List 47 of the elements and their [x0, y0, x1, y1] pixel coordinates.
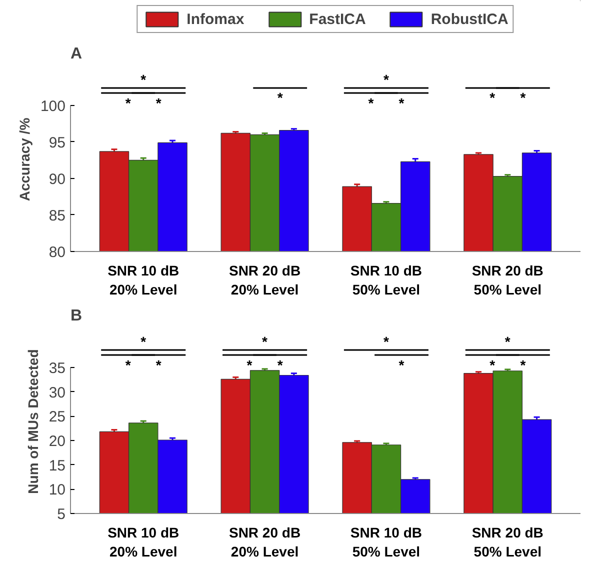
- annotation: *: [520, 90, 526, 106]
- y-tick-label: 90: [48, 170, 66, 188]
- y-tick-label: 35: [48, 360, 66, 377]
- y-tick-label: 20: [48, 432, 66, 450]
- y-tick-label: 10: [48, 482, 66, 499]
- x-tick-label: SNR 20 dB 50% Level: [472, 524, 544, 560]
- text: *: [140, 334, 147, 350]
- x-tick-label: SNR 20 dB 20% Level: [229, 262, 301, 298]
- annotation: *: [277, 90, 284, 106]
- chart-title: A: [70, 46, 82, 62]
- annotation: *: [490, 356, 496, 373]
- x-tick-label: SNR 10 dB 20% Level: [108, 262, 180, 298]
- text: *: [262, 334, 268, 350]
- y-tick-label: 15: [48, 457, 66, 474]
- x-tick-label: SNR 20 dB 50% Level: [472, 262, 544, 298]
- text: *: [504, 334, 511, 350]
- y-axis-title: Accuracy /%: [16, 117, 32, 202]
- y-axis-title: Num of MUs Detected: [24, 349, 41, 494]
- y-tick-label: 80: [48, 244, 66, 261]
- annotation: *: [277, 356, 284, 373]
- legend-label: Infomax: [186, 10, 244, 28]
- annotation: *: [398, 356, 405, 373]
- annotation: *: [398, 94, 405, 111]
- y-tick-label: 30: [48, 384, 66, 402]
- y-tick-label: 100: [40, 98, 66, 115]
- annotation: *: [520, 356, 526, 373]
- x-tick-label: SNR 10 dB 50% Level: [350, 524, 422, 560]
- text: *: [140, 72, 147, 88]
- y-tick-label: 95: [48, 134, 66, 152]
- annotation: *: [246, 356, 253, 373]
- x-tick-label: SNR 10 dB 50% Level: [350, 262, 422, 298]
- annotation: *: [156, 356, 162, 373]
- y-tick-label: 25: [48, 408, 66, 426]
- annotation: *: [125, 356, 132, 373]
- chart-title: B: [70, 308, 82, 324]
- text: *: [383, 72, 390, 88]
- y-tick-label: 5: [57, 506, 66, 523]
- x-tick-label: SNR 20 dB 20% Level: [229, 524, 301, 560]
- y-tick-label: 85: [48, 207, 66, 224]
- annotation: *: [156, 94, 162, 111]
- x-tick-label: SNR 10 dB 20% Level: [108, 524, 180, 560]
- text: *: [383, 334, 390, 350]
- legend-label: FastICA: [309, 10, 366, 28]
- legend-label: RobustICA: [430, 10, 508, 28]
- annotation: *: [125, 94, 132, 111]
- annotation: *: [368, 94, 374, 111]
- annotation: *: [490, 90, 496, 106]
